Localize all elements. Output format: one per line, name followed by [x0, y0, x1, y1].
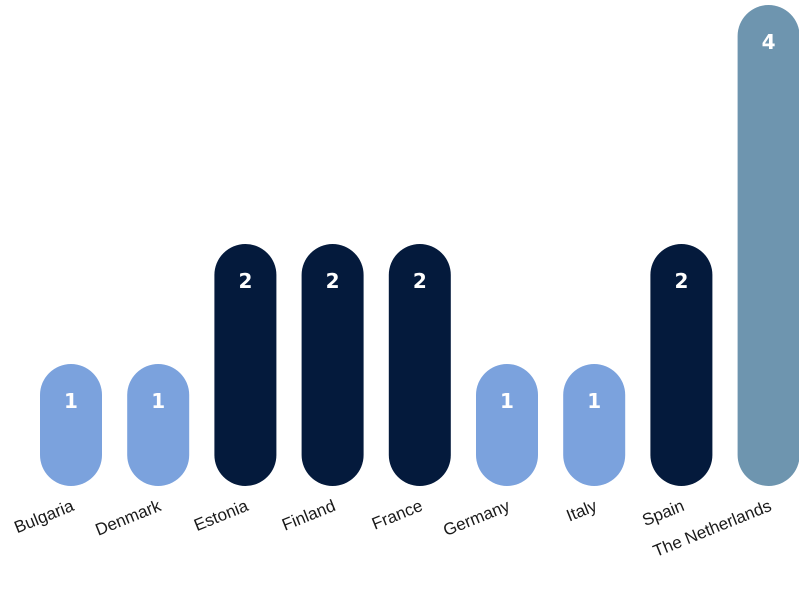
bar-italy — [563, 364, 626, 486]
category-label-france: France — [369, 496, 425, 533]
data-label-the-netherlands: 4 — [762, 30, 776, 54]
category-label-bulgaria: Bulgaria — [12, 496, 77, 537]
bar-estonia — [214, 244, 277, 486]
data-label-germany: 1 — [500, 389, 514, 413]
bar-the-netherlands — [737, 5, 799, 486]
bars-layer: 1 1 2 2 2 1 1 2 4 — [40, 5, 799, 486]
data-label-france: 2 — [413, 269, 427, 293]
data-label-denmark: 1 — [151, 389, 165, 413]
category-label-italy: Italy — [564, 496, 600, 525]
bar-denmark — [127, 364, 190, 486]
category-label-estonia: Estonia — [191, 496, 251, 535]
bar-spain — [650, 244, 713, 486]
category-label-spain: Spain — [639, 496, 686, 530]
data-label-bulgaria: 1 — [64, 389, 78, 413]
data-label-estonia: 2 — [238, 269, 252, 293]
data-label-spain: 2 — [674, 269, 688, 293]
category-label-denmark: Denmark — [93, 496, 165, 540]
category-label-germany: Germany — [441, 496, 513, 540]
category-label-finland: Finland — [279, 496, 338, 535]
bar-finland — [301, 244, 364, 486]
bar-france — [388, 244, 451, 486]
bar-bulgaria — [40, 364, 102, 486]
data-label-finland: 2 — [326, 269, 340, 293]
category-labels-layer: Bulgaria Denmark Estonia Finland France Germa… — [12, 496, 775, 561]
data-label-italy: 1 — [587, 389, 601, 413]
bar-germany — [476, 364, 538, 486]
